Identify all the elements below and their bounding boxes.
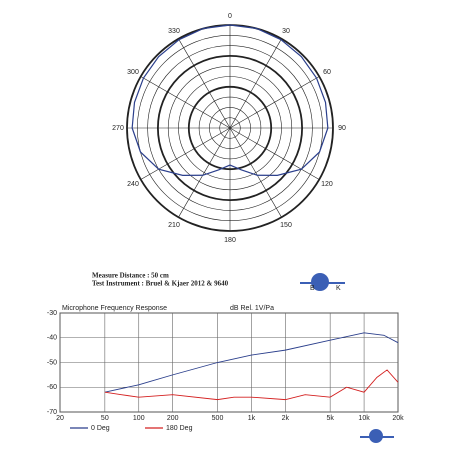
series-line	[104, 332, 399, 393]
angle-label: 330	[168, 28, 180, 35]
x-tick-label: 5k	[326, 415, 334, 422]
logo-text: B	[310, 285, 315, 292]
y-tick-label: -30	[47, 310, 57, 317]
spoke	[229, 38, 282, 129]
angle-label: 60	[323, 69, 331, 76]
y-tick-label: -70	[47, 409, 57, 416]
angle-label: 0	[228, 13, 232, 20]
x-tick-label: 1k	[248, 415, 256, 422]
angle-label: 30	[282, 28, 290, 35]
angle-label: 270	[112, 125, 124, 132]
spoke	[178, 127, 231, 218]
instrument-note: Test Instrument : Bruel & Kjaer 2012 & 9…	[92, 280, 229, 288]
x-tick-label: 100	[133, 415, 145, 422]
angle-label: 210	[168, 222, 180, 229]
chart-title: Microphone Frequency Response	[62, 305, 167, 312]
x-tick-label: 2k	[282, 415, 290, 422]
legend-label: 180 Deg	[166, 425, 193, 432]
y-tick-label: -40	[47, 335, 57, 342]
x-tick-label: 500	[212, 415, 224, 422]
spoke	[229, 127, 282, 218]
y-tick-label: -50	[47, 359, 57, 366]
angle-label: 180	[224, 237, 236, 244]
angle-label: 120	[321, 181, 333, 188]
angle-label: 150	[280, 222, 292, 229]
series-line	[104, 369, 399, 401]
spoke	[229, 76, 320, 129]
y-tick-label: -60	[47, 384, 57, 391]
logo: B K	[300, 273, 345, 292]
spoke	[229, 127, 320, 180]
logo-bottom	[360, 429, 394, 443]
distance-note: Measure Distance : 50 cm	[92, 272, 169, 280]
legend-label: 0 Deg	[91, 425, 110, 432]
x-tick-label: 20k	[392, 415, 404, 422]
spoke	[178, 38, 231, 129]
spoke	[140, 127, 231, 180]
angle-label: 240	[127, 181, 139, 188]
x-tick-label: 50	[101, 415, 109, 422]
polar-curve	[131, 24, 329, 176]
angle-label: 90	[338, 125, 346, 132]
spoke	[140, 76, 231, 129]
x-tick-label: 20	[56, 415, 64, 422]
x-tick-label: 200	[167, 415, 179, 422]
x-tick-label: 10k	[358, 415, 370, 422]
angle-label: 300	[127, 69, 139, 76]
logo-text: K	[336, 285, 341, 292]
y-axis-label: dB Rel. 1V/Pa	[230, 305, 274, 312]
